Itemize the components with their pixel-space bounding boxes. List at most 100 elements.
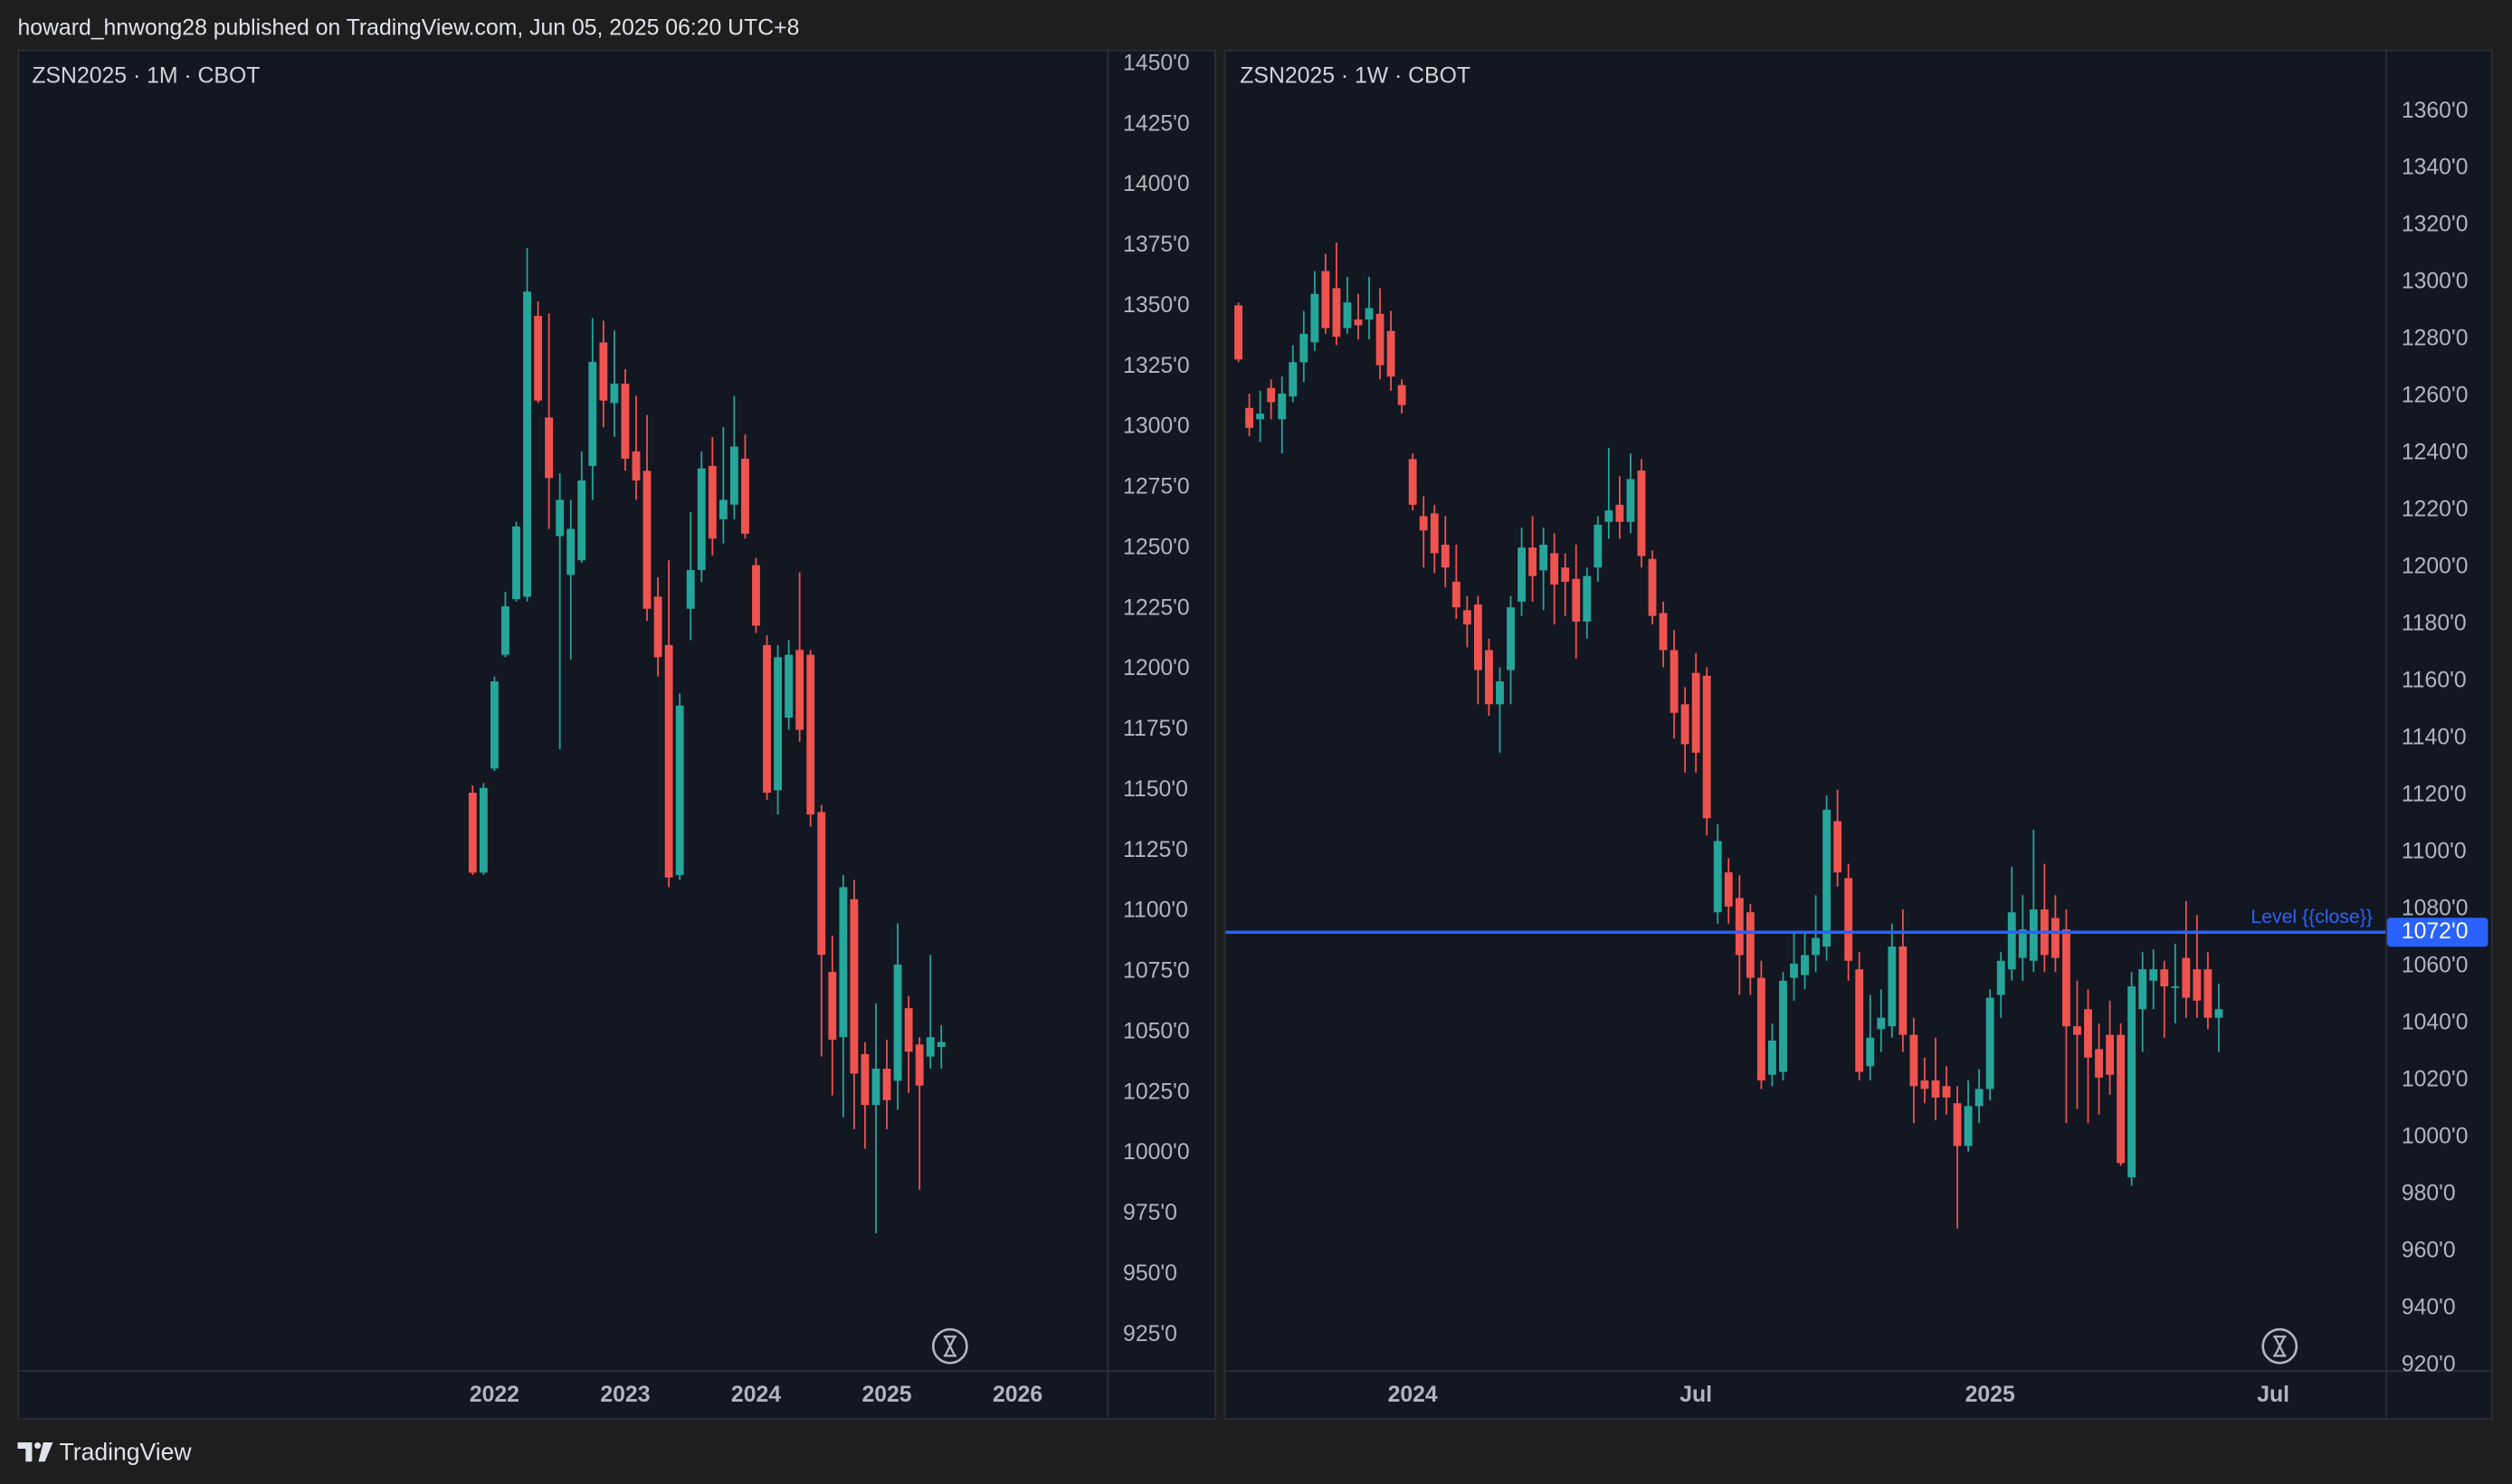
candle-body [1735,898,1744,956]
y-tick-label: 925'0 [1123,1322,1177,1346]
candle-body [1615,504,1624,522]
candle-body [1996,960,2005,995]
y-tick-label: 1160'0 [2402,669,2467,693]
candle-body [1561,567,1570,582]
x-tick-label: 2025 [861,1383,911,1407]
candle-body [871,1069,880,1106]
candle-body [1419,516,1428,531]
candle-body [577,480,586,561]
y-tick-label: 1300'0 [2402,270,2469,294]
candle-body [1528,547,1537,576]
y-tick-label: 1360'0 [2402,99,2469,123]
candle-body [1626,479,1635,522]
x-tick-label: 2023 [600,1383,650,1407]
chart-title: ZSN2025 · 1W · CBOT [1240,64,1470,89]
y-tick-label: 980'0 [2402,1182,2456,1206]
candle-body [937,1042,946,1047]
candle-body [490,681,499,769]
y-tick-label: 1240'0 [2402,441,2469,465]
x-tick-label: 2024 [731,1383,781,1407]
y-tick-label: 1450'0 [1123,51,1190,75]
right-pane [1223,49,2493,1421]
candle-body [2095,1049,2103,1078]
y-tick-label: 960'0 [2402,1239,2456,1263]
candle-body [1451,581,1461,608]
candle-body [1724,872,1733,907]
candle-body [1953,1103,1962,1146]
y-tick-label: 1375'0 [1123,233,1190,257]
y-tick-label: 1275'0 [1123,475,1190,499]
candle-body [588,361,597,466]
hourglass-icon[interactable] [931,1327,968,1365]
candle-body [1767,1040,1776,1075]
candle-body [926,1037,935,1057]
candle-body [1985,997,1994,1089]
candle-body [2182,957,2191,998]
candle-body [1670,650,1679,713]
candle-body [1485,650,1493,705]
y-tick-label: 1425'0 [1123,111,1190,136]
candle-body [1790,963,1798,978]
y-tick-label: 1200'0 [1123,656,1190,680]
candle-body [1245,407,1254,428]
candle-body [861,1053,870,1106]
y-tick-label: 1325'0 [1123,354,1190,378]
candle-body [763,644,771,794]
candle-body [708,465,717,539]
candle-body [1473,604,1482,671]
candle-body [556,499,565,537]
y-tick-label: 1220'0 [2402,498,2469,522]
candle-body [2171,986,2180,988]
y-tick-label: 1340'0 [2402,156,2469,180]
candle-body [1931,1080,1940,1098]
candle-body [2007,912,2016,970]
candle-body [534,316,543,401]
candle-body [1844,878,1853,961]
price-tag-label: 1072'0 [2402,919,2469,944]
level-label: Level {{close}} [2250,906,2373,928]
candle-body [1496,681,1504,705]
candle-body [1289,362,1298,397]
y-tick-label: 1060'0 [2402,954,2469,978]
candle-body [1746,912,1755,978]
candle-body [2138,969,2147,1010]
x-tick-label: Jul [1679,1383,1712,1407]
candle-body [1507,607,1515,671]
candle-body [752,565,760,626]
y-tick-label: 1120'0 [2402,783,2467,807]
candle-body [1855,969,1864,1072]
candle-body [1408,459,1417,505]
candle-body [2127,986,2136,1178]
candle-body [882,1069,891,1100]
candle-body [1583,576,1592,622]
candle-body [2149,969,2158,981]
candle-body [2193,969,2202,1001]
candle-body [610,383,619,404]
candle-body [675,705,684,876]
candle-body [1299,333,1308,363]
candle-body [1691,672,1700,753]
candle-body [2160,969,2169,987]
candle-body [1321,271,1330,328]
left-pane [17,49,1216,1421]
y-tick-label: 1250'0 [1123,535,1190,559]
y-tick-label: 1175'0 [1123,717,1188,741]
candle-body [1441,544,1450,568]
candle-body [1234,305,1242,360]
candle-body [1822,809,1832,947]
candle-body [1964,1106,1973,1146]
y-tick-label: 1050'0 [1123,1019,1190,1043]
y-tick-label: 1080'0 [2402,897,2469,921]
candle-body [2051,918,2060,958]
x-tick-label: 2024 [1388,1383,1438,1407]
hourglass-icon[interactable] [2261,1327,2298,1365]
y-tick-label: 1180'0 [2402,612,2467,636]
candle-body [2018,929,2027,958]
tradingview-logo [17,1441,53,1462]
y-tick-label: 1075'0 [1123,959,1190,984]
candle-body [686,569,695,609]
y-tick-label: 1040'0 [2402,1011,2469,1035]
y-tick-label: 1280'0 [2402,327,2469,351]
candle-body [1877,1017,1886,1030]
y-tick-label: 950'0 [1123,1261,1177,1286]
